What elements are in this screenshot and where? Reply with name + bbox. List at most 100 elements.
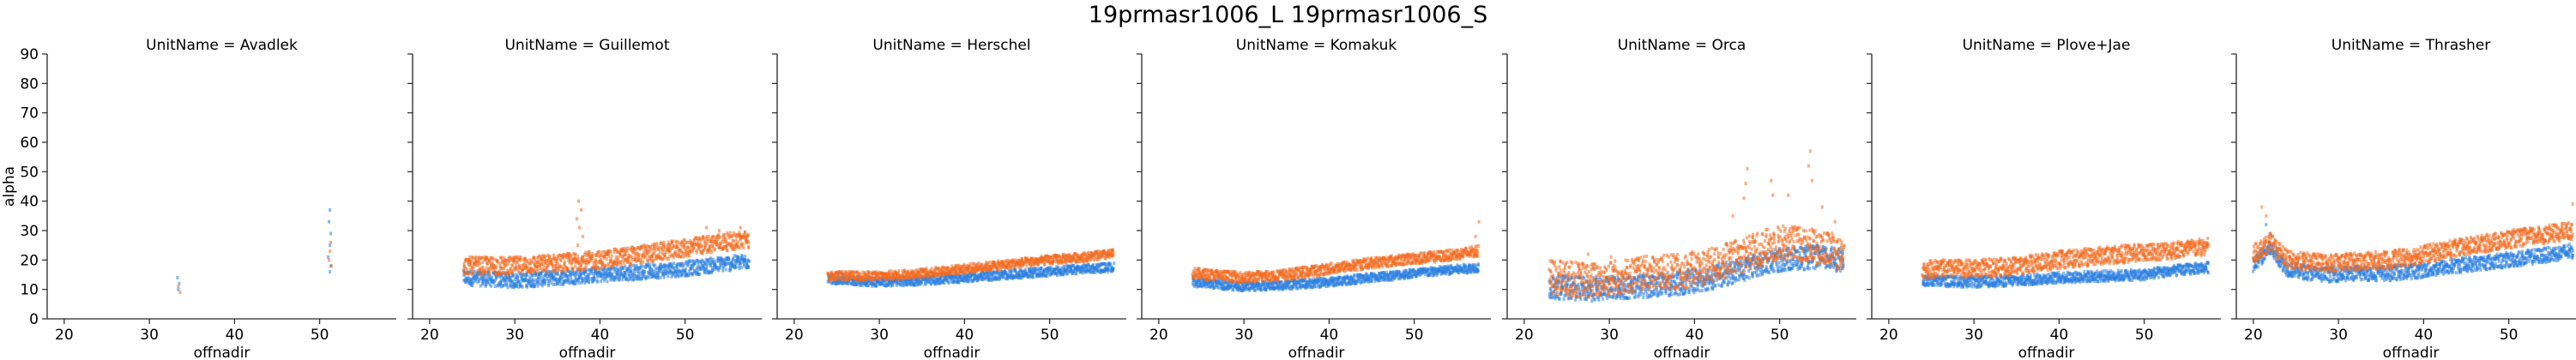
y-tick-label: 80	[20, 75, 39, 93]
data-point	[687, 262, 691, 267]
data-point	[624, 273, 628, 277]
data-point	[716, 256, 720, 261]
data-point	[696, 258, 699, 262]
data-point	[463, 272, 467, 276]
data-point	[467, 272, 470, 276]
data-point	[1409, 268, 1412, 273]
data-point	[901, 269, 904, 273]
data-point	[967, 276, 970, 280]
data-point	[558, 265, 562, 269]
data-point	[617, 249, 620, 254]
data-point	[713, 265, 716, 269]
data-point	[327, 255, 330, 259]
data-point	[1001, 272, 1004, 276]
data-point	[498, 274, 502, 279]
x-tick-label: 50	[1041, 327, 1059, 344]
data-point	[890, 282, 894, 286]
data-point	[708, 261, 711, 266]
data-point	[568, 252, 571, 256]
data-point	[580, 277, 583, 281]
data-point	[731, 247, 734, 251]
data-point	[744, 255, 747, 259]
data-point	[951, 269, 955, 273]
data-point	[886, 277, 890, 281]
data-point	[1095, 263, 1099, 267]
data-point	[492, 257, 495, 261]
data-point	[910, 269, 914, 273]
data-point	[647, 255, 650, 259]
data-point	[642, 243, 646, 248]
data-point	[833, 273, 836, 277]
data-point	[938, 267, 941, 271]
data-point	[895, 283, 898, 287]
data-point	[488, 259, 492, 263]
data-point	[958, 279, 962, 283]
data-point	[861, 273, 865, 278]
data-point	[534, 278, 538, 282]
data-point	[328, 258, 331, 262]
data-point	[640, 257, 643, 261]
data-point	[588, 280, 591, 285]
data-point	[549, 270, 552, 274]
data-point	[667, 257, 670, 261]
data-point	[468, 255, 472, 260]
data-point	[997, 277, 1000, 281]
data-point	[479, 276, 482, 280]
data-point	[1059, 269, 1063, 273]
data-point	[176, 275, 179, 279]
x-tick-label: 50	[676, 327, 695, 344]
data-point	[475, 275, 479, 279]
data-point	[1007, 268, 1010, 273]
data-point	[624, 264, 627, 268]
data-point	[644, 266, 648, 270]
data-point	[719, 242, 722, 246]
data-point	[947, 276, 950, 280]
y-tick-label: 40	[20, 194, 39, 211]
data-point	[636, 255, 640, 260]
data-point	[513, 261, 516, 265]
data-point	[662, 248, 666, 252]
data-point	[465, 257, 468, 261]
data-point	[515, 260, 518, 264]
data-point	[1027, 272, 1030, 276]
data-point	[630, 255, 634, 260]
data-point	[632, 277, 636, 281]
data-point	[727, 234, 731, 238]
data-point	[856, 282, 860, 286]
data-point	[583, 266, 587, 270]
data-point	[537, 269, 540, 273]
data-point	[472, 264, 475, 268]
data-point	[845, 270, 848, 274]
data-point	[534, 260, 538, 264]
data-point	[643, 255, 647, 259]
data-point	[891, 275, 895, 279]
data-point	[606, 257, 609, 261]
data-point	[500, 273, 504, 278]
data-point	[544, 282, 547, 286]
data-point	[471, 273, 474, 277]
data-point	[515, 284, 518, 288]
data-point	[1059, 267, 1063, 271]
data-point	[688, 259, 691, 263]
data-point	[743, 234, 746, 238]
data-point	[554, 260, 558, 264]
data-point	[502, 284, 505, 288]
data-point	[687, 241, 691, 245]
data-point	[918, 282, 921, 286]
data-point	[897, 276, 901, 280]
data-point	[836, 276, 839, 280]
data-point	[928, 274, 932, 279]
data-point	[558, 253, 561, 257]
data-point	[473, 269, 476, 273]
data-point	[609, 257, 612, 261]
data-point	[576, 257, 580, 261]
data-point	[556, 272, 559, 276]
data-point	[516, 268, 520, 273]
data-point	[957, 280, 961, 285]
data-point	[649, 262, 652, 267]
data-point	[656, 247, 660, 251]
data-point	[744, 237, 747, 241]
data-point	[647, 262, 650, 267]
data-point	[502, 261, 505, 266]
